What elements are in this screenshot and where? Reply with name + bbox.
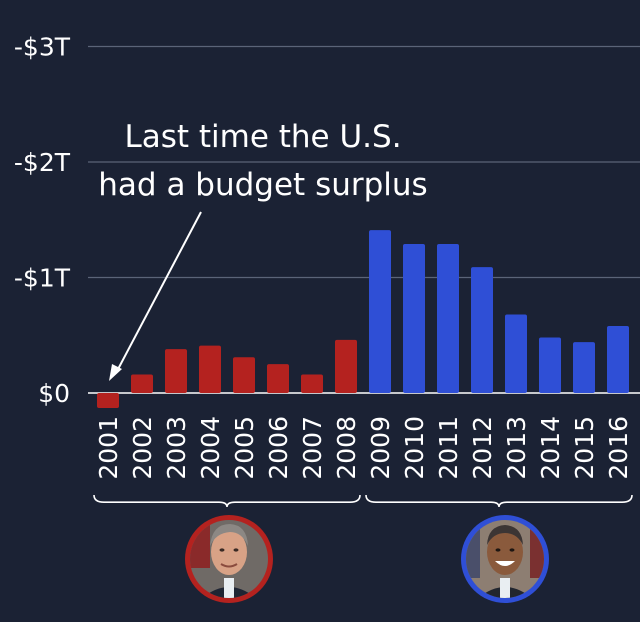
bar-2003 [165,349,187,393]
x-tick-label: 2006 [264,416,293,480]
y-tick-label: -$1T [14,264,71,293]
x-tick-label: 2012 [468,416,497,480]
surplus-annotation: Last time the U.S. had a budget surplus [98,119,428,381]
bar-2011 [437,244,459,393]
annotation-arrow-head [109,364,122,381]
term-braces [93,494,633,508]
bar-2005 [233,357,255,393]
x-tick-label: 2003 [162,416,191,480]
term-brace [365,494,633,508]
x-tick-label: 2015 [570,416,599,480]
bar-2010 [403,244,425,393]
x-tick-label: 2007 [298,416,327,480]
annotation-line-1: Last time the U.S. [124,119,401,155]
x-tick-label: 2005 [230,416,259,480]
bar-2004 [199,345,221,393]
x-tick-label: 2002 [128,416,157,480]
george-w-bush-portrait [185,515,273,603]
barack-obama-portrait [461,515,549,603]
bar-2009 [369,230,391,393]
bar-2014 [539,337,561,393]
x-tick-label: 2009 [366,416,395,480]
x-tick-label: 2011 [434,416,463,480]
annotation-arrow-line [115,211,202,374]
bar-2016 [607,326,629,393]
bar-2015 [573,342,595,393]
bar-2006 [267,364,289,393]
x-tick-label: 2010 [400,416,429,480]
bar-2002 [131,374,153,393]
bars [97,230,629,409]
x-tick-label: 2001 [94,416,123,480]
x-tick-label: 2016 [604,416,633,480]
x-tick-label: 2008 [332,416,361,480]
gridlines: $0 -$1T -$2T -$3T [14,33,640,408]
y-tick-label: $0 [38,379,70,408]
x-tick-label: 2013 [502,416,531,480]
bar-2001 [97,393,119,409]
bar-2008 [335,339,357,393]
x-tick-label: 2004 [196,416,225,480]
bar-2012 [471,267,493,393]
y-tick-label: -$3T [14,33,71,62]
y-tick-label: -$2T [14,148,71,177]
bar-2007 [301,374,323,393]
x-tick-label: 2014 [536,416,565,480]
year-labels: 2001 2002 2003 2004 2005 2006 2007 2008 2009 2010… [94,416,633,480]
term-brace [93,494,361,508]
annotation-line-2: had a budget surplus [98,167,427,203]
bar-2013 [505,314,527,393]
